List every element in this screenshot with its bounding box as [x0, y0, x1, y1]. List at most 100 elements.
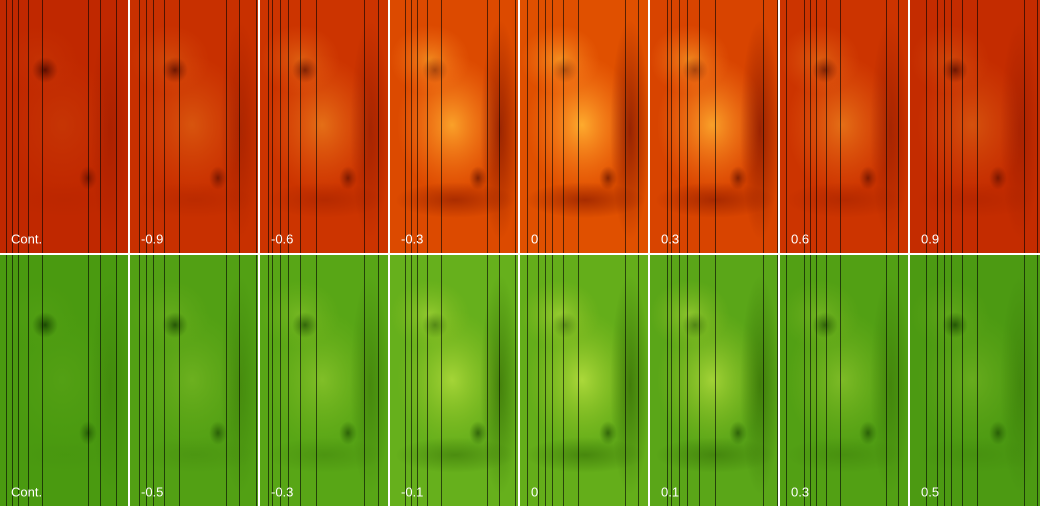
sunspot: [682, 57, 708, 83]
panel-label: -0.3: [401, 231, 423, 246]
dark-lane: [525, 437, 645, 473]
sunspot: [209, 166, 227, 190]
sunspot: [599, 421, 617, 445]
panel: -0.3: [260, 255, 390, 506]
dark-lane: [915, 182, 1035, 218]
panel-image: [910, 255, 1040, 506]
panel-label: 0.1: [661, 484, 679, 499]
panel-image: [910, 0, 1040, 253]
dark-lane: [135, 437, 255, 473]
sunspot: [552, 312, 578, 338]
panel-label: 0.6: [791, 231, 809, 246]
sunspot: [729, 421, 747, 445]
panel-label: 0.3: [791, 484, 809, 499]
dark-lane: [265, 182, 385, 218]
sunspot: [162, 312, 188, 338]
sunspot: [32, 57, 58, 83]
separator: [0, 253, 1040, 255]
dark-lane: [220, 20, 260, 240]
panel: -0.1: [390, 255, 520, 506]
panel: Cont.: [0, 0, 130, 253]
dark-lane: [655, 182, 775, 218]
dark-lane: [350, 20, 390, 240]
panel-image: [390, 255, 520, 506]
panel: -0.6: [260, 0, 390, 253]
dark-lane: [785, 182, 905, 218]
sunspot: [942, 312, 968, 338]
panel-image: [130, 255, 260, 506]
panel-image: [390, 0, 520, 253]
dark-lane: [870, 20, 910, 240]
panel-image: [780, 0, 910, 253]
dark-lane: [5, 182, 125, 218]
sunspot: [292, 57, 318, 83]
dark-lane: [135, 182, 255, 218]
panel-label: 0.3: [661, 231, 679, 246]
panel: -0.3: [390, 0, 520, 253]
sunspot: [209, 421, 227, 445]
panel: 0.6: [780, 0, 910, 253]
sunspot: [989, 166, 1007, 190]
dark-lane: [740, 20, 780, 240]
sunspot: [422, 312, 448, 338]
dark-lane: [480, 20, 520, 240]
dark-lane: [610, 20, 650, 240]
dark-lane: [395, 437, 515, 473]
sunspot: [859, 166, 877, 190]
dark-lane: [1000, 275, 1040, 495]
sunspot: [339, 421, 357, 445]
dark-lane: [740, 275, 780, 495]
panel: -0.9: [130, 0, 260, 253]
dark-lane: [5, 437, 125, 473]
panel: 0.3: [650, 0, 780, 253]
panel: 0.5: [910, 255, 1040, 506]
sunspot: [812, 312, 838, 338]
panel: 0.1: [650, 255, 780, 506]
sunspot: [812, 57, 838, 83]
panel-image: [650, 255, 780, 506]
sunspot: [79, 166, 97, 190]
panel-label: -0.6: [271, 231, 293, 246]
sunspot: [989, 421, 1007, 445]
panel-label: 0.9: [921, 231, 939, 246]
panel-image: [260, 0, 390, 253]
sunspot: [469, 166, 487, 190]
panel-label: Cont.: [11, 231, 42, 246]
dark-lane: [785, 437, 905, 473]
sunspot: [292, 312, 318, 338]
sunspot: [682, 312, 708, 338]
dark-lane: [1000, 20, 1040, 240]
dark-lane: [90, 20, 130, 240]
dark-lane: [655, 437, 775, 473]
dark-lane: [610, 275, 650, 495]
panel: 0.9: [910, 0, 1040, 253]
dark-lane: [480, 275, 520, 495]
dark-lane: [265, 437, 385, 473]
panel-image: [130, 0, 260, 253]
panel-label: -0.9: [141, 231, 163, 246]
panel: 0: [520, 0, 650, 253]
dark-lane: [870, 275, 910, 495]
panel-label: -0.5: [141, 484, 163, 499]
dark-lane: [220, 275, 260, 495]
panel-label: Cont.: [11, 484, 42, 499]
panel-image: [520, 0, 650, 253]
panel-label: 0: [531, 484, 538, 499]
panel: Cont.: [0, 255, 130, 506]
sunspot: [942, 57, 968, 83]
sunspot: [729, 166, 747, 190]
panel: 0: [520, 255, 650, 506]
panel-image: [260, 255, 390, 506]
dark-lane: [915, 437, 1035, 473]
sunspot: [599, 166, 617, 190]
dark-lane: [350, 275, 390, 495]
dark-lane: [90, 275, 130, 495]
panel-label: -0.1: [401, 484, 423, 499]
panel-label: 0: [531, 231, 538, 246]
dark-lane: [525, 182, 645, 218]
sunspot: [162, 57, 188, 83]
panel-image: [520, 255, 650, 506]
panel-image: [0, 255, 130, 506]
panel-image: [0, 0, 130, 253]
